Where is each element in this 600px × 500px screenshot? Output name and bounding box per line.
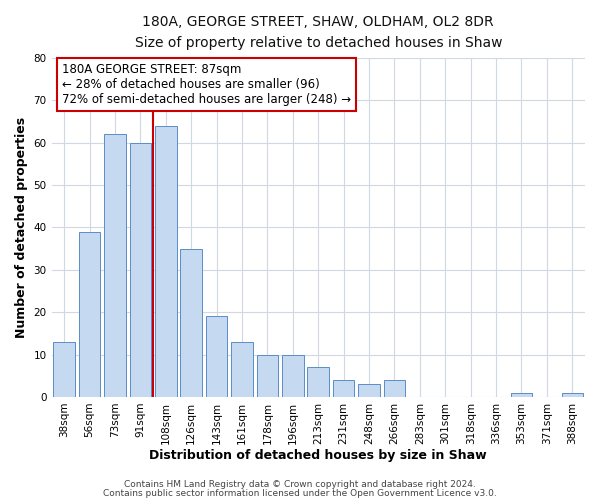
Bar — [104, 134, 126, 397]
Text: Contains public sector information licensed under the Open Government Licence v3: Contains public sector information licen… — [103, 488, 497, 498]
Bar — [358, 384, 380, 397]
Bar — [181, 248, 202, 397]
Title: 180A, GEORGE STREET, SHAW, OLDHAM, OL2 8DR
Size of property relative to detached: 180A, GEORGE STREET, SHAW, OLDHAM, OL2 8… — [134, 15, 502, 50]
Bar — [333, 380, 355, 397]
Bar — [282, 354, 304, 397]
Bar — [206, 316, 227, 397]
Y-axis label: Number of detached properties: Number of detached properties — [15, 117, 28, 338]
Bar — [383, 380, 405, 397]
Text: 180A GEORGE STREET: 87sqm
← 28% of detached houses are smaller (96)
72% of semi-: 180A GEORGE STREET: 87sqm ← 28% of detac… — [62, 63, 352, 106]
Bar — [562, 392, 583, 397]
Bar — [231, 342, 253, 397]
X-axis label: Distribution of detached houses by size in Shaw: Distribution of detached houses by size … — [149, 450, 487, 462]
Bar — [79, 232, 100, 397]
Bar — [307, 368, 329, 397]
Bar — [257, 354, 278, 397]
Text: Contains HM Land Registry data © Crown copyright and database right 2024.: Contains HM Land Registry data © Crown c… — [124, 480, 476, 489]
Bar — [155, 126, 176, 397]
Bar — [53, 342, 75, 397]
Bar — [130, 142, 151, 397]
Bar — [511, 392, 532, 397]
